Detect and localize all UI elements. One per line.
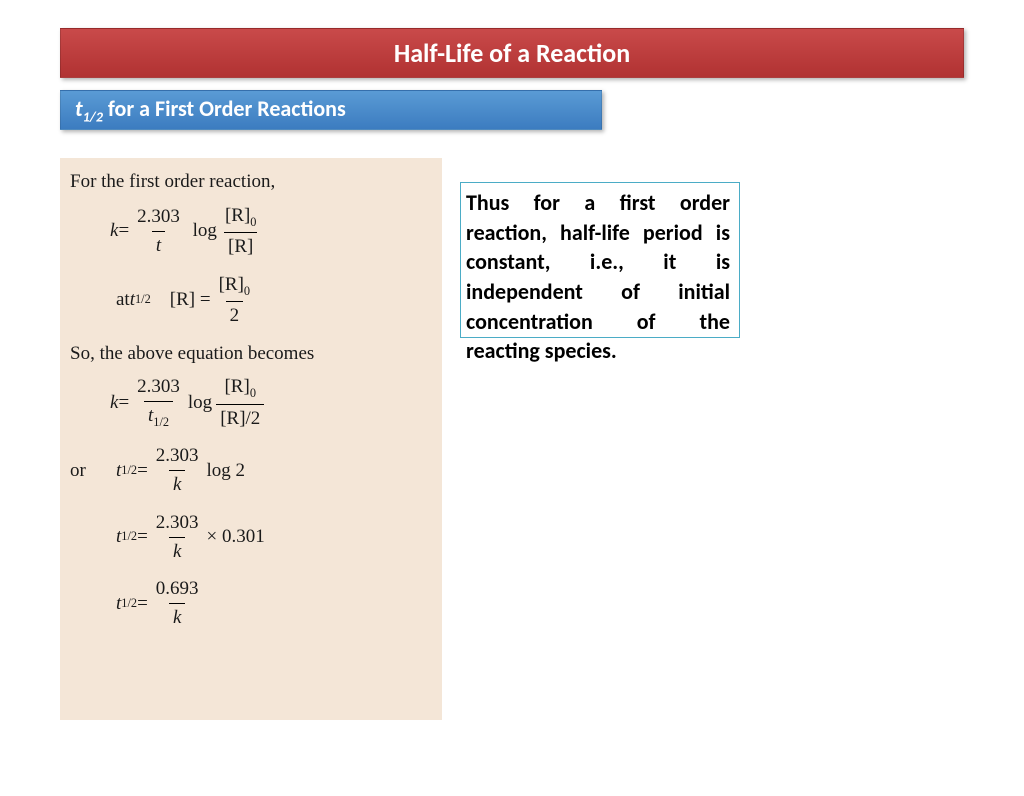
content-area: For the first order reaction, k = 2.303 …: [60, 158, 1024, 720]
subtitle-bar: t1/2 for a First Order Reactions: [60, 90, 602, 130]
derivation-panel: For the first order reaction, k = 2.303 …: [60, 158, 442, 720]
eq-k-t12: k = 2.303 t1/2 log [R]0 [R]/2: [110, 375, 432, 430]
callout-border: [460, 182, 740, 338]
eq-t12-0693: t1/2 = 0.693 k: [70, 577, 432, 630]
title-bar: Half-Life of a Reaction: [60, 28, 964, 78]
eq-k-general: k = 2.303 t log [R]0 [R]: [110, 204, 432, 259]
title-text: Half-Life of a Reaction: [394, 37, 630, 69]
eq-t12-0301: t1/2 = 2.303 k × 0.301: [70, 511, 432, 564]
callout-wrap: Thus for a first order reaction, half-li…: [442, 158, 736, 368]
deriv-line-1: For the first order reaction,: [70, 170, 432, 194]
deriv-line-2: So, the above equation becomes: [70, 342, 432, 366]
eq-t12-log2: or t1/2 = 2.303 k log 2: [70, 444, 432, 497]
subtitle-text: t1/2 for a First Order Reactions: [75, 95, 346, 125]
eq-at-t12: at t1/2 [R] = [R]0 2: [116, 273, 432, 328]
